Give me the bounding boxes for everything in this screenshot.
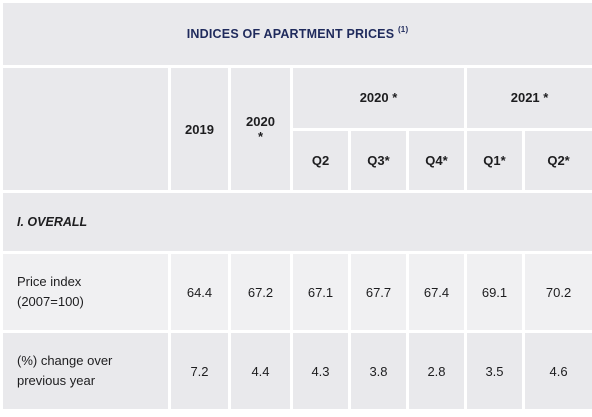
header-quarter: Q2* [521,127,592,193]
header-year-2020: 2020 * [228,65,293,193]
header-year-2020-marker: * [257,129,264,144]
table-cell: 67.4 [406,251,467,333]
table-cell: 7.2 [168,330,231,412]
section-heading: I. OVERALL [0,190,592,254]
row-label: Price index (2007=100) [0,251,171,333]
table-cell: 4.6 [521,330,592,412]
table-cell: 3.5 [464,330,525,412]
header-blank-cell [0,65,171,193]
table-title: INDICES OF APARTMENT PRICES (1) [0,0,592,68]
header-quarter: Q2 [290,127,351,193]
table-cell: 4.4 [228,330,293,412]
header-quarter: Q1* [464,127,525,193]
table-row: Price index (2007=100) 64.4 67.2 67.1 67… [0,251,592,333]
row-label-line: (2007=100) [17,294,84,309]
table-cell: 3.8 [348,330,409,412]
title-row: INDICES OF APARTMENT PRICES (1) [0,0,592,68]
table-row: (%) change over previous year 7.2 4.4 4.… [0,330,592,412]
header-year-2019: 2019 [168,65,231,193]
table-cell: 70.2 [521,251,592,333]
row-label-line: Price index [17,274,82,289]
header-quarter: Q4* [406,127,467,193]
table-cell: 67.7 [348,251,409,333]
table-cell: 69.1 [464,251,525,333]
header-row-quarters: Q2 Q3* Q4* Q1* Q2* [2,127,592,193]
table-cell: 2.8 [406,330,467,412]
header-row-top: 2019 2020 * 2020 * 2021 * [0,65,592,193]
table-cell: 67.1 [290,251,351,333]
header-group-2020: 2020 * [290,65,467,131]
table-cell: 67.2 [228,251,293,333]
row-label: (%) change over previous year [0,330,171,412]
table-title-text: INDICES OF APARTMENT PRICES [186,27,395,42]
row-label-line: (%) change over [17,353,113,368]
header-quarter: Q3* [348,127,409,193]
title-footnote-marker: (1) [397,25,409,35]
table-cell: 4.3 [290,330,351,412]
header-group-2021: 2021 * [463,65,592,131]
row-label-line: previous year [17,373,96,388]
table-cell: 64.4 [168,251,231,333]
section-row: I. OVERALL [0,190,592,254]
header-year-2020-value: 2020 [246,114,275,129]
